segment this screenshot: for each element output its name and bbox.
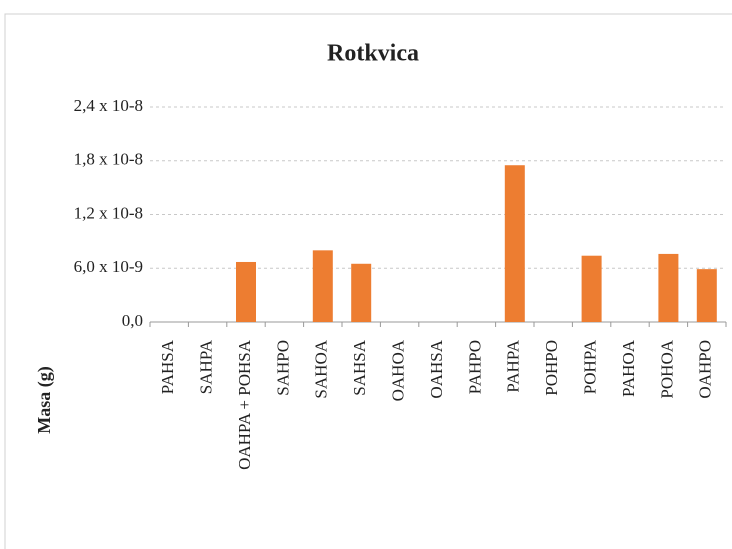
bar — [581, 255, 602, 322]
bar — [504, 165, 525, 322]
x-tick-label: POHPO — [542, 340, 561, 396]
y-axis-label: Masa (g) — [34, 366, 55, 433]
x-tick-label: OAHSA — [427, 339, 446, 398]
x-tick-label: PAHOA — [619, 339, 638, 397]
bar — [696, 269, 717, 322]
x-tick-label: PAHSA — [158, 339, 177, 394]
bar — [351, 263, 372, 322]
x-tick-label: POHOA — [657, 339, 676, 398]
bar — [658, 253, 679, 322]
x-tick-label: SAHPA — [197, 339, 216, 394]
bar — [236, 261, 256, 322]
y-tick-label: 0,0 — [122, 311, 143, 330]
chart-frame — [4, 13, 732, 549]
x-tick-label: OAHPO — [696, 340, 715, 399]
chart-title: Rotkvica — [327, 41, 419, 67]
y-tick-label: 2,4 x 10-8 — [74, 96, 143, 115]
y-tick-label: 1,2 x 10-8 — [74, 203, 143, 222]
x-tick-label: SAHOA — [312, 339, 331, 398]
x-tick-label: SAHSA — [350, 339, 369, 395]
x-tick-label: SAHPO — [273, 340, 292, 396]
x-tick-label: POHPA — [581, 339, 600, 394]
x-tick-label: PAHPO — [465, 340, 484, 394]
x-tick-label: OAHOA — [389, 339, 408, 401]
x-tick-label: OAHPA + POHSA — [235, 339, 254, 470]
x-tick-label: PAHPA — [504, 339, 523, 392]
y-tick-label: 6,0 x 10-9 — [74, 257, 143, 276]
bar — [312, 250, 333, 322]
y-tick-label: 1,8 x 10-8 — [74, 150, 143, 169]
